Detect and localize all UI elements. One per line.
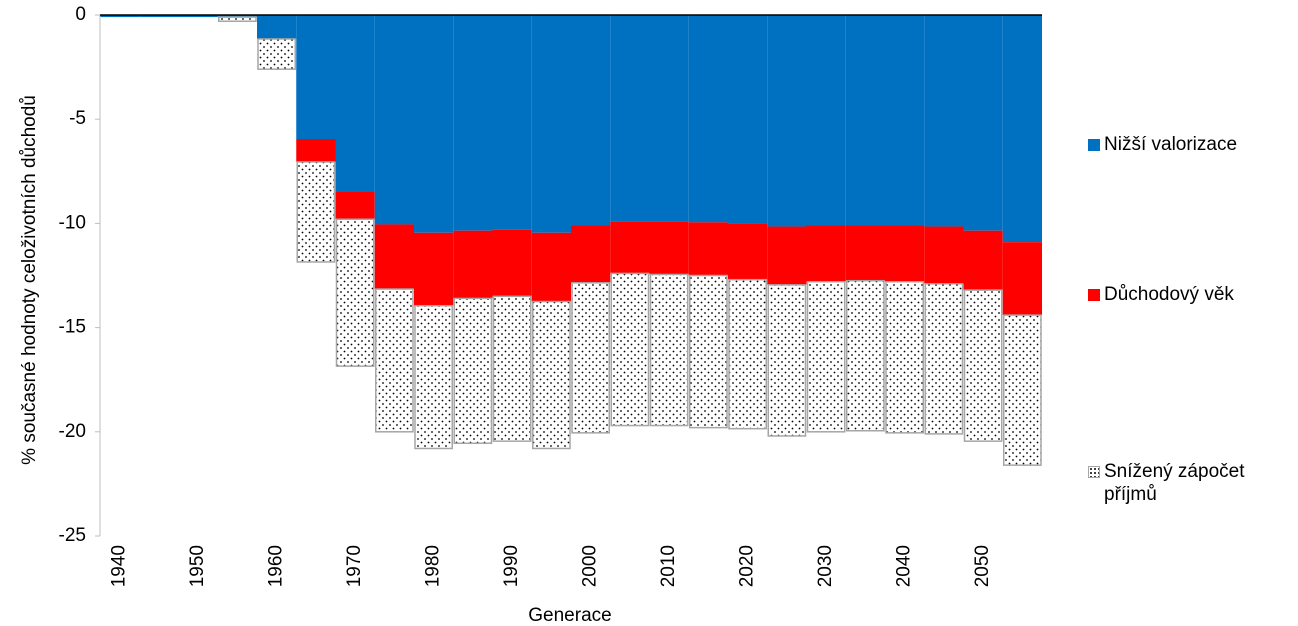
bar-segment [845, 15, 885, 226]
bar-segment [767, 284, 807, 437]
y-tick-label: -15 [59, 317, 86, 338]
x-tick-label: 2050 [972, 545, 993, 587]
bar-segment [414, 15, 454, 233]
bar-segment [453, 297, 493, 445]
bar-segment [806, 225, 846, 282]
bar-segment [296, 15, 336, 139]
bar-segment [688, 222, 728, 276]
bar-segment [1002, 242, 1042, 316]
y-tick-label: 0 [75, 4, 86, 25]
legend-entry: Nižší valorizace [1088, 133, 1293, 156]
x-tick-label: 1950 [187, 545, 208, 587]
legend-label: Nižší valorizace [1104, 134, 1238, 155]
bar-segment [335, 191, 375, 220]
bar-segment [610, 221, 650, 274]
x-tick-label: 2010 [658, 545, 679, 587]
bar-segment [806, 281, 846, 433]
bar-segment [492, 295, 532, 442]
bar-segment [649, 273, 689, 427]
bar-segment [217, 15, 257, 18]
bar-segment [571, 225, 611, 283]
y-tick-label: -25 [59, 525, 86, 546]
bar-segment [885, 281, 924, 434]
x-tick-label: 2030 [815, 545, 836, 587]
bar-segment [414, 232, 454, 306]
bar-segment [335, 15, 375, 192]
bar-segment [296, 161, 336, 263]
bar-segment [689, 274, 728, 429]
bar-segment [257, 38, 296, 70]
x-tick-label: 2040 [894, 545, 915, 587]
bar-segment [728, 278, 767, 430]
x-tick-label: 1980 [423, 545, 444, 587]
x-axis-label: Generace [528, 605, 611, 626]
bar-segment [924, 15, 964, 227]
bar-segment [218, 16, 257, 23]
bar-segment [885, 225, 925, 282]
bar-segment [414, 304, 453, 450]
bar-segment [688, 15, 728, 223]
bar-segment [296, 138, 336, 162]
bar-segment [453, 15, 493, 231]
bar-segment [610, 272, 650, 427]
bar-segment [335, 218, 375, 367]
bar-segment [963, 230, 1003, 291]
y-axis-label: % současné hodnoty celoživotních důchodů [19, 95, 40, 465]
bar-segment [924, 283, 964, 435]
bar-segment [492, 15, 532, 230]
bar-segment [767, 15, 807, 227]
bar-segment [728, 15, 768, 224]
x-tick-label: 2000 [580, 545, 601, 587]
bar-segment [374, 224, 414, 290]
x-tick-label: 1940 [109, 545, 130, 587]
y-tick-label: -20 [59, 421, 86, 442]
legend-swatch [1088, 139, 1100, 151]
bar-segment [728, 223, 768, 280]
legend-swatch [1088, 289, 1100, 301]
bar-segment [610, 15, 650, 222]
bar-segment [375, 288, 414, 433]
bar-segment [846, 279, 885, 432]
bar-segment [767, 226, 807, 285]
x-tick-label: 2020 [737, 545, 758, 587]
bar-segment [531, 15, 571, 233]
bar-segment [374, 15, 414, 225]
bar-segment [571, 282, 610, 434]
bar-segment [453, 230, 493, 299]
bar-segment [257, 15, 297, 39]
bar-segment [532, 300, 571, 450]
bar-segment [649, 221, 689, 275]
bar-segment [963, 289, 1003, 442]
legend-label: Důchodový věk [1104, 284, 1234, 305]
bar-segment [139, 15, 179, 18]
bar-segment [963, 15, 1003, 231]
legend-entry: Snížený zápočet příjmů [1088, 460, 1293, 506]
bar-segment [845, 225, 885, 281]
bar-segment [178, 15, 218, 18]
y-tick-label: -10 [59, 212, 86, 233]
bar-segment [531, 232, 571, 302]
bar-segment [924, 226, 964, 284]
bar-segment [649, 15, 689, 222]
legend-entry: Důchodový věk [1088, 283, 1293, 306]
x-tick-label: 1990 [501, 545, 522, 587]
bar-segment [806, 15, 846, 226]
y-tick-label: -5 [69, 108, 86, 129]
bar-segment [1002, 15, 1042, 243]
bar-segment [1003, 314, 1042, 466]
bar-segment [571, 15, 611, 226]
bar-segment [100, 15, 140, 18]
bar-segment [492, 229, 532, 297]
legend-label: Snížený zápočet příjmů [1104, 461, 1245, 505]
bar-segment [885, 15, 925, 226]
x-tick-label: 1970 [344, 545, 365, 587]
legend-swatch [1088, 466, 1100, 478]
x-tick-label: 1960 [266, 545, 287, 587]
